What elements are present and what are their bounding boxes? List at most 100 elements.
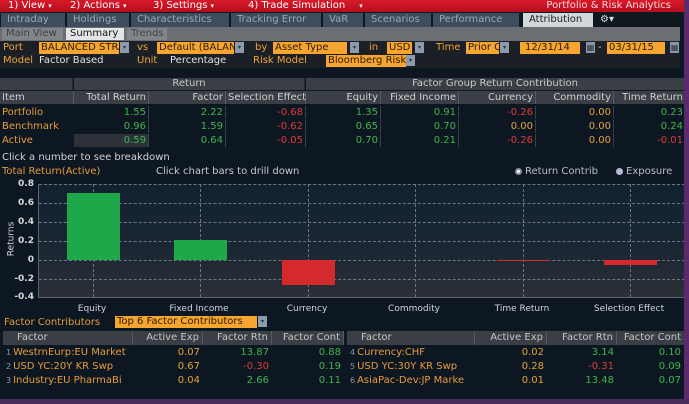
table-cell[interactable]: -0.05 bbox=[226, 134, 306, 147]
menu-settings[interactable]: 3) Settings ▾ bbox=[153, 0, 214, 12]
column-selection-effect[interactable]: Selection Effect bbox=[226, 91, 307, 104]
rank: 2 bbox=[6, 362, 12, 371]
table-cell[interactable]: 0.23 bbox=[660, 107, 683, 118]
bar-equity[interactable] bbox=[67, 193, 120, 260]
table-cell-selected[interactable]: 0.59 bbox=[74, 134, 149, 147]
menu-view[interactable]: 1) View ▾ bbox=[8, 0, 52, 12]
tab-performance[interactable]: Performance bbox=[433, 13, 519, 27]
chevron-down-icon[interactable]: ▾ bbox=[258, 316, 267, 327]
table-cell[interactable]: 0.70 bbox=[306, 134, 381, 147]
fc-row-factor[interactable]: 1 WestrnEurp:EU Market bbox=[3, 346, 133, 360]
tab-tracking-error[interactable]: Tracking Error bbox=[231, 13, 321, 27]
factor-name: AsiaPac-Dev:JP Marke bbox=[357, 375, 465, 386]
column-equity[interactable]: Equity bbox=[306, 91, 381, 104]
x-category-currency: Currency bbox=[286, 304, 328, 314]
bar-time-return[interactable] bbox=[497, 260, 550, 261]
table-cell[interactable]: -0.62 bbox=[226, 120, 306, 133]
currency-select[interactable]: USD bbox=[387, 42, 412, 54]
chevron-down-icon[interactable]: ▾ bbox=[350, 42, 359, 53]
table-cell[interactable]: 0.91 bbox=[381, 106, 459, 119]
portfolio-select[interactable]: BALANCED STRA bbox=[39, 42, 119, 54]
tab-attribution[interactable]: Attribution bbox=[523, 13, 593, 27]
calendar-icon[interactable]: ▦ bbox=[586, 42, 595, 53]
row-item-benchmark: Benchmark bbox=[2, 121, 59, 132]
table-cell[interactable]: -0.68 bbox=[226, 106, 306, 119]
menu-trade-simulation[interactable]: 4) Trade Simulation ▾ bbox=[248, 0, 363, 12]
y-tick: 0.6 bbox=[18, 198, 34, 208]
chevron-down-icon: ▾ bbox=[359, 2, 363, 10]
menu-actions[interactable]: 2) Actions ▾ bbox=[70, 0, 127, 12]
fc-row-factor[interactable]: 6 AsiaPac-Dev:JP Marke bbox=[347, 374, 475, 388]
table-cell[interactable]: 0.21 bbox=[381, 134, 459, 147]
column-fixed-income[interactable]: Fixed Income bbox=[381, 91, 459, 104]
radio-exposure[interactable]: Exposure bbox=[616, 166, 672, 177]
subtab-trends[interactable]: Trends bbox=[127, 28, 167, 40]
risk-model-select[interactable]: Bloomberg Risk M bbox=[326, 55, 406, 67]
table-cell[interactable]: 1.59 bbox=[149, 120, 226, 133]
tab-intraday[interactable]: Intraday bbox=[1, 13, 65, 27]
chevron-down-icon[interactable]: ▾ bbox=[235, 42, 244, 53]
fc-row-factor[interactable]: 3 Industry:EU PharmaBi bbox=[3, 374, 133, 388]
radio-exposure-label: Exposure bbox=[626, 166, 673, 177]
table-cell[interactable]: -0.26 bbox=[459, 106, 536, 119]
tab-var[interactable]: VaR bbox=[323, 13, 363, 27]
table-cell[interactable]: 1.35 bbox=[306, 106, 381, 119]
table-cell[interactable]: 0.65 bbox=[306, 120, 381, 133]
chart-title: Total Return(Active) bbox=[2, 166, 101, 177]
chart-hint: Click chart bars to drill down bbox=[156, 166, 300, 177]
chevron-down-icon[interactable]: ▾ bbox=[406, 55, 415, 66]
table-cell[interactable]: 0.00 bbox=[459, 120, 536, 133]
chevron-down-icon[interactable]: ▾ bbox=[120, 42, 129, 53]
table-cell[interactable]: 0.24 bbox=[660, 121, 683, 132]
table-cell[interactable]: 0.64 bbox=[149, 134, 226, 147]
radio-return-contrib[interactable]: Return Contrib bbox=[515, 166, 598, 177]
menu-actions-label: 2) Actions bbox=[70, 0, 120, 11]
subtab-main-view[interactable]: Main View bbox=[2, 28, 63, 40]
fc-row-factor[interactable]: 5 USD YC:30Y KR Swp bbox=[347, 360, 475, 374]
chevron-down-icon[interactable]: ▾ bbox=[415, 42, 424, 53]
tab-characteristics[interactable]: Characteristics bbox=[131, 13, 229, 27]
calendar-icon[interactable]: ▦ bbox=[670, 42, 679, 53]
end-date-input[interactable]: 03/31/15 bbox=[607, 42, 665, 54]
table-cell[interactable]: 2.22 bbox=[149, 106, 226, 119]
table-cell[interactable]: 0.96 bbox=[74, 120, 149, 133]
bar-fixed-income[interactable] bbox=[174, 240, 227, 260]
column-total-return[interactable]: Total Return bbox=[74, 91, 149, 104]
fc-factor-rtn: 3.14 bbox=[591, 347, 614, 358]
sub-tab-bar: Main View Summary Trends bbox=[0, 27, 680, 41]
table-cell[interactable]: 0.00 bbox=[536, 134, 614, 147]
table-cell[interactable]: -0.26 bbox=[459, 134, 536, 147]
date-separator: - bbox=[598, 42, 602, 53]
start-date-input[interactable]: 12/31/14 bbox=[520, 42, 580, 54]
table-cell[interactable]: -0.01 bbox=[657, 135, 683, 146]
grid-line bbox=[39, 203, 685, 204]
rank: 6 bbox=[350, 376, 356, 385]
fc-factor-cont: 0.88 bbox=[318, 347, 341, 358]
tab-scenarios[interactable]: Scenarios bbox=[365, 13, 431, 27]
fc-row-factor[interactable]: 4 Currency:CHF bbox=[347, 346, 475, 360]
column-time-return[interactable]: Time Return bbox=[614, 91, 685, 104]
column-factor[interactable]: Factor bbox=[149, 91, 226, 104]
factor-contributors-select[interactable]: Top 6 Factor Contributors bbox=[115, 316, 257, 328]
fc-row-factor[interactable]: 2 USD YC:20Y KR Swp bbox=[3, 360, 133, 374]
table-cell[interactable]: 0.70 bbox=[381, 120, 459, 133]
chevron-down-icon[interactable]: ▾ bbox=[500, 42, 509, 53]
column-commodity[interactable]: Commodity bbox=[536, 91, 614, 104]
rank: 4 bbox=[350, 348, 356, 357]
fc-column-factor-rtn: Factor Rtn bbox=[547, 331, 617, 345]
benchmark-select[interactable]: Default (BALAN bbox=[157, 42, 234, 54]
time-period-select[interactable]: Prior Q bbox=[466, 42, 499, 54]
subtab-summary[interactable]: Summary bbox=[66, 28, 124, 40]
table-cell[interactable]: 0.00 bbox=[536, 120, 614, 133]
gear-icon[interactable]: ⚙▾ bbox=[600, 14, 614, 25]
bar-selection-effect[interactable] bbox=[604, 260, 657, 265]
menu-settings-label: 3) Settings bbox=[153, 0, 208, 11]
grid-line bbox=[630, 184, 631, 297]
bar-currency[interactable] bbox=[282, 260, 335, 285]
group-by-select[interactable]: Asset Type bbox=[273, 42, 347, 54]
column-currency[interactable]: Currency bbox=[459, 91, 536, 104]
table-cell[interactable]: 1.55 bbox=[74, 106, 149, 119]
fc-factor-cont: 0.11 bbox=[318, 375, 341, 386]
tab-holdings[interactable]: Holdings bbox=[67, 13, 129, 27]
table-cell[interactable]: 0.00 bbox=[536, 106, 614, 119]
